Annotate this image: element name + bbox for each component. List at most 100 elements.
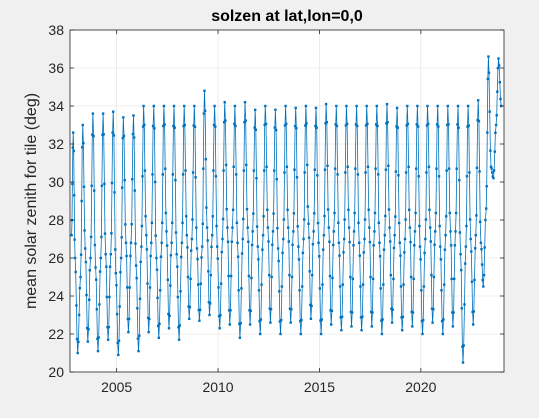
data-point (168, 314, 171, 317)
data-point (398, 241, 401, 244)
data-point (442, 318, 445, 321)
chart-title: solzen at lat,lon=0,0 (211, 8, 363, 25)
data-point (427, 165, 431, 168)
data-point (369, 275, 372, 279)
data-point (167, 312, 170, 316)
data-point (347, 226, 351, 229)
data-point (139, 260, 142, 264)
data-point (405, 124, 408, 127)
data-point (357, 221, 360, 224)
data-point (259, 318, 263, 321)
data-point (213, 104, 216, 108)
data-point (176, 265, 179, 268)
data-point (466, 125, 469, 128)
data-point (337, 221, 340, 224)
data-point (331, 276, 334, 280)
data-point (231, 226, 234, 229)
data-point (227, 274, 230, 278)
data-point (79, 253, 83, 256)
data-point (133, 189, 136, 192)
data-point (146, 316, 150, 320)
data-point (461, 345, 464, 348)
data-point (440, 289, 443, 292)
data-point (170, 241, 173, 244)
data-point (103, 232, 107, 235)
data-point (114, 248, 117, 251)
data-point (124, 241, 128, 244)
data-point (434, 211, 438, 215)
data-point (479, 220, 482, 224)
data-point (285, 165, 289, 168)
data-point (113, 191, 116, 194)
data-point (478, 170, 481, 173)
data-point (122, 134, 126, 137)
data-point (214, 175, 218, 178)
data-point (228, 309, 231, 312)
data-point (197, 308, 200, 312)
data-point (217, 315, 221, 318)
data-point (150, 241, 153, 244)
data-point (180, 255, 183, 259)
data-point (182, 124, 185, 128)
y-tick-label: 24 (48, 288, 64, 304)
data-point (127, 330, 130, 334)
data-point (79, 275, 82, 279)
data-point (416, 125, 420, 128)
data-point (144, 215, 147, 218)
data-point (88, 298, 91, 301)
data-point (244, 119, 247, 122)
data-point (181, 221, 184, 224)
data-point (257, 289, 261, 292)
data-point (351, 311, 354, 314)
data-point (343, 218, 346, 221)
data-point (273, 169, 276, 172)
data-point (458, 231, 462, 234)
data-point (81, 123, 84, 127)
data-point (275, 178, 278, 181)
data-point (169, 284, 172, 287)
data-point (441, 332, 444, 336)
data-point (306, 205, 309, 208)
data-point (114, 272, 117, 275)
data-point (429, 226, 432, 229)
data-point (172, 104, 176, 108)
data-point (268, 273, 271, 277)
data-point (313, 212, 316, 215)
data-point (215, 224, 218, 228)
data-point (262, 215, 265, 218)
data-point (333, 211, 336, 215)
data-point (164, 211, 168, 215)
data-point (433, 243, 436, 246)
data-point (245, 208, 249, 211)
data-point (221, 217, 225, 221)
data-point (485, 207, 488, 210)
data-point (236, 241, 239, 244)
data-point (224, 119, 227, 122)
data-point (322, 234, 326, 237)
data-point (252, 212, 255, 215)
data-point (356, 124, 359, 128)
data-point (396, 126, 399, 129)
data-point (496, 90, 499, 93)
data-point (296, 225, 299, 228)
data-point (241, 237, 244, 241)
data-point (84, 247, 87, 250)
data-point (382, 248, 386, 251)
data-point (73, 256, 77, 260)
data-point (360, 329, 363, 332)
data-point (214, 125, 217, 128)
data-point (397, 221, 401, 225)
data-point (287, 226, 290, 229)
data-point (221, 237, 224, 241)
data-point (206, 239, 209, 242)
data-point (475, 214, 478, 217)
data-point (492, 177, 495, 180)
data-point (411, 325, 414, 328)
data-point (292, 212, 296, 215)
data-point (274, 108, 277, 111)
data-point (246, 226, 249, 229)
data-point (332, 230, 335, 233)
data-point (386, 121, 389, 124)
data-point (264, 122, 268, 125)
data-point (401, 315, 405, 318)
